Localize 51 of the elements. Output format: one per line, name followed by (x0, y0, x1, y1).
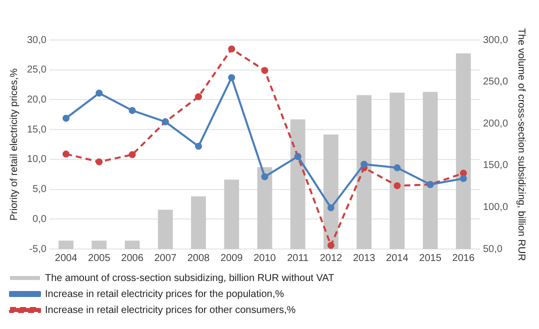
point (327, 204, 334, 212)
point (194, 142, 202, 150)
y-tick-label: 30,0 (26, 34, 47, 46)
x-tick-label: 2011 (287, 252, 310, 264)
point (62, 150, 70, 158)
y2-tick-label: 50,0 (482, 244, 503, 255)
point (460, 175, 467, 182)
x-tick-label: 2015 (419, 252, 442, 264)
point (96, 158, 103, 166)
y-axis-title: Priority of retail electricity prices,% (8, 68, 20, 221)
point (460, 170, 467, 177)
x-tick-label: 2006 (121, 252, 144, 264)
point (327, 242, 334, 249)
point (394, 164, 401, 172)
y-tick-label: 5,0 (32, 184, 47, 196)
y2-tick-label: 250,0 (482, 76, 508, 88)
point (128, 106, 136, 114)
legend-label: Increase in retail electricity prices for the population,% (45, 288, 284, 300)
point (394, 182, 401, 190)
point (228, 45, 236, 52)
x-tick-label: 2007 (154, 252, 177, 264)
x-tick-label: 2010 (254, 252, 276, 264)
x-tick-label: 2013 (352, 252, 376, 264)
x-tick-label: 2009 (220, 252, 244, 264)
x-tick-label: 2012 (320, 252, 343, 264)
point (261, 173, 268, 180)
y-tick-label: 20,0 (26, 94, 47, 106)
point (194, 93, 202, 100)
y2-axis-title: The volume of cross-section subsidizing, billion RUR (515, 28, 526, 261)
y2-tick-label: 150,0 (482, 160, 508, 172)
y2-tick-label: 100,0 (482, 202, 508, 213)
y-tick-label: 15,0 (26, 124, 47, 136)
x-tick-label: 2005 (88, 252, 111, 264)
point (62, 114, 70, 122)
legend-label: Increase in retail electricity prices for other consumers,% (45, 304, 296, 316)
y-tick-label: 10,0 (26, 154, 47, 166)
legend-label: The amount of cross-section subsidizing, billion RUR without VAT (45, 272, 334, 284)
y-tick-label: -5,0 (29, 244, 47, 255)
x-tick-label: 2004 (54, 252, 78, 264)
y-tick-label: 0,0 (32, 214, 47, 225)
point (228, 74, 236, 82)
y2-tick-label: 300,0 (482, 34, 508, 46)
y-tick-label: 25,0 (26, 64, 47, 76)
x-tick-label: 2008 (187, 252, 210, 264)
point (96, 90, 103, 97)
x-tick-label: 2014 (386, 252, 409, 264)
x-tick-label: 2016 (452, 252, 475, 264)
y2-tick-label: 200,0 (482, 118, 508, 130)
point (360, 160, 368, 168)
point (261, 66, 268, 74)
point (128, 151, 136, 158)
